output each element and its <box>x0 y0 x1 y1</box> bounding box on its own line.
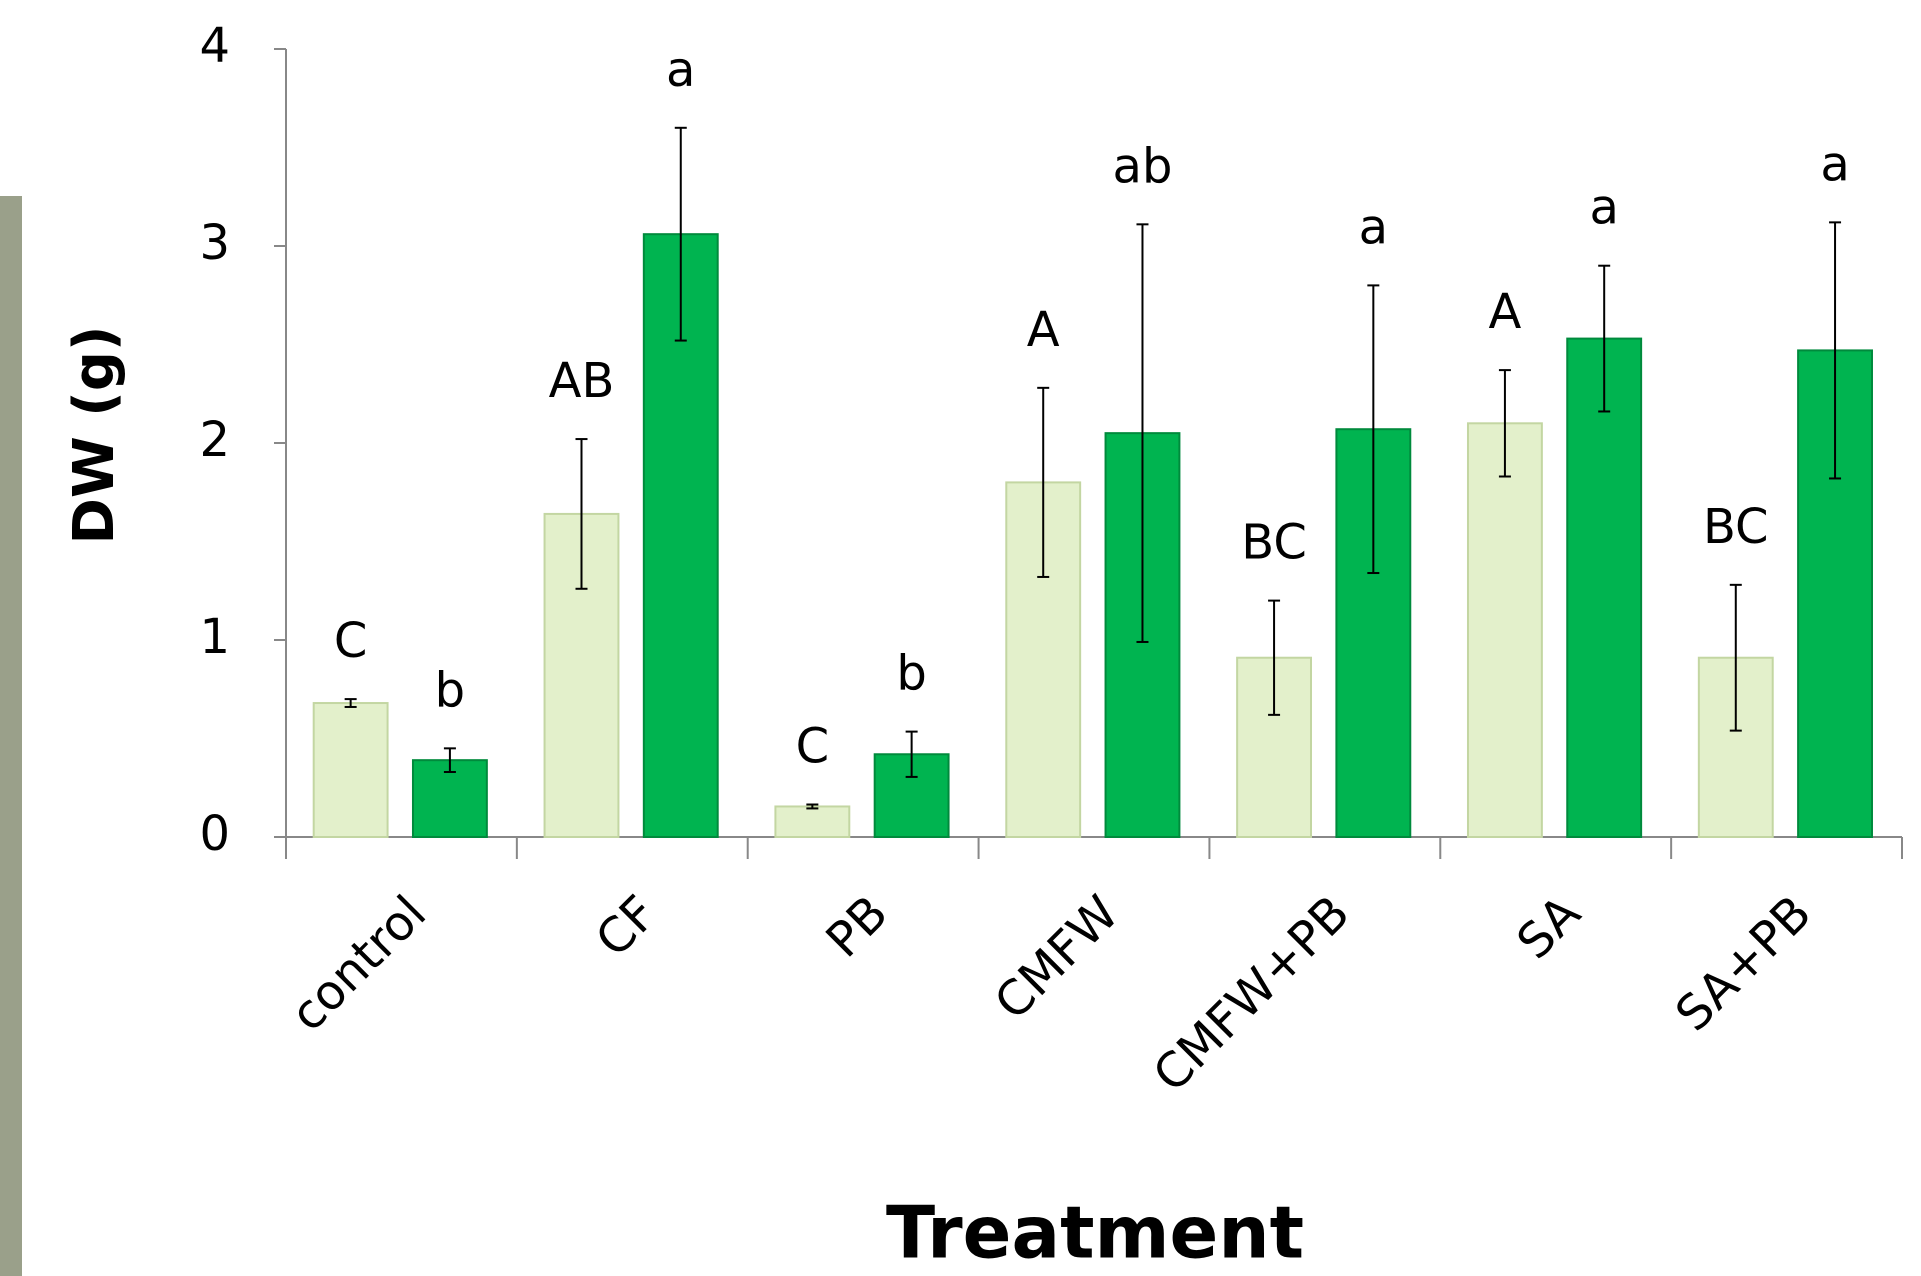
background-photo <box>0 196 22 1276</box>
significance-letter: b <box>435 662 465 718</box>
x-tick-label: SA+PB <box>1665 885 1822 1042</box>
x-tick-label: SA <box>1506 885 1591 970</box>
y-tick-label: 4 <box>199 18 230 74</box>
y-tick-label: 3 <box>199 215 230 271</box>
significance-letter: b <box>896 646 926 702</box>
y-tick-label: 0 <box>199 806 230 862</box>
x-tick-label: CF <box>585 885 668 968</box>
y-axis-label: DW (g) <box>62 325 127 544</box>
x-tick-label: CMFW <box>984 885 1130 1031</box>
significance-letter: C <box>796 718 830 774</box>
significance-letter: C <box>334 613 368 669</box>
x-tick-label: PB <box>815 885 898 968</box>
significance-letter: BC <box>1241 515 1307 571</box>
significance-letter: a <box>1589 180 1618 236</box>
bar <box>1566 337 1643 838</box>
significance-letter: BC <box>1703 499 1769 555</box>
significance-letter: a <box>666 42 695 98</box>
significance-letter: AB <box>549 353 615 409</box>
bar <box>774 805 851 839</box>
significance-letter: a <box>1820 136 1849 192</box>
y-tick-label: 2 <box>199 412 230 468</box>
x-tick-label: CMFW+PB <box>1143 885 1361 1103</box>
significance-letter: a <box>1359 199 1388 255</box>
y-tick-label: 1 <box>199 609 230 665</box>
bar <box>1466 422 1543 838</box>
significance-letter: ab <box>1113 138 1173 194</box>
bar <box>312 702 389 838</box>
x-axis-label: Treatment <box>886 1191 1304 1275</box>
significance-letter: A <box>1027 302 1060 358</box>
x-tick-label: control <box>280 885 437 1042</box>
significance-letter: A <box>1489 284 1522 340</box>
